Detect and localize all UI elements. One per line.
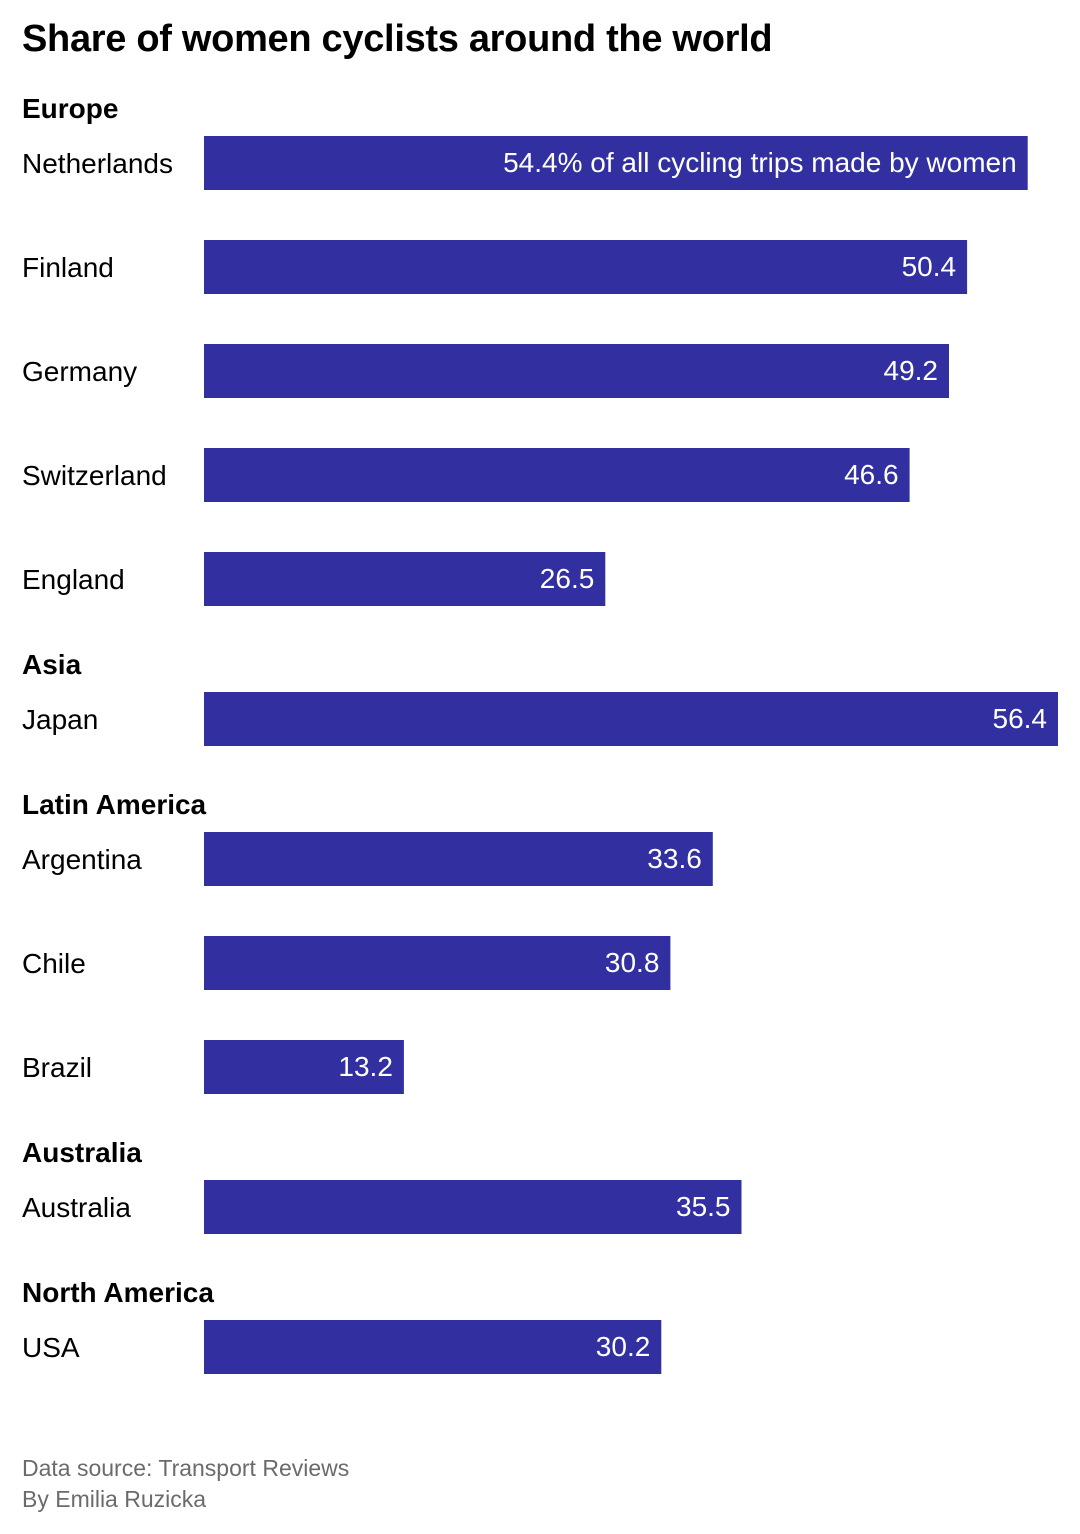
category-label-australia: Australia xyxy=(22,1192,131,1223)
category-label-japan: Japan xyxy=(22,704,98,735)
value-label-switzerland: 46.6 xyxy=(844,459,899,490)
bar-switzerland xyxy=(204,448,910,502)
value-label-brazil: 13.2 xyxy=(338,1051,393,1082)
bar-chile xyxy=(204,936,671,990)
author-credit: By Emilia Ruzicka xyxy=(22,1486,207,1512)
group-header-asia: Asia xyxy=(22,649,82,680)
data-source-note: Data source: Transport Reviews xyxy=(22,1455,350,1481)
category-label-germany: Germany xyxy=(22,356,137,387)
group-header-latin-america: Latin America xyxy=(22,789,207,820)
category-label-netherlands: Netherlands xyxy=(22,148,173,179)
category-label-finland: Finland xyxy=(22,252,114,283)
value-label-japan: 56.4 xyxy=(993,703,1048,734)
value-label-england: 26.5 xyxy=(540,563,595,594)
bar-australia xyxy=(204,1180,742,1234)
category-label-brazil: Brazil xyxy=(22,1052,92,1083)
category-label-switzerland: Switzerland xyxy=(22,460,167,491)
value-label-argentina: 33.6 xyxy=(647,843,702,874)
category-label-chile: Chile xyxy=(22,948,86,979)
bar-japan xyxy=(204,692,1058,746)
bar-usa xyxy=(204,1320,662,1374)
category-label-argentina: Argentina xyxy=(22,844,142,875)
value-label-chile: 30.8 xyxy=(605,947,660,978)
value-label-usa: 30.2 xyxy=(596,1331,651,1362)
category-label-usa: USA xyxy=(22,1332,80,1363)
group-header-australia: Australia xyxy=(22,1137,142,1168)
value-label-germany: 49.2 xyxy=(884,355,939,386)
bar-netherlands xyxy=(204,136,1028,190)
value-label-netherlands: 54.4% of all cycling trips made by women xyxy=(503,147,1017,178)
bar-argentina xyxy=(204,832,713,886)
bar-brazil xyxy=(204,1040,404,1094)
bar-germany xyxy=(204,344,949,398)
chart-title: Share of women cyclists around the world xyxy=(22,18,773,60)
category-label-england: England xyxy=(22,564,125,595)
value-label-finland: 50.4 xyxy=(902,251,957,282)
group-header-europe: Europe xyxy=(22,93,118,124)
bar-finland xyxy=(204,240,968,294)
value-label-australia: 35.5 xyxy=(676,1191,731,1222)
bar-england xyxy=(204,552,606,606)
group-header-north-america: North America xyxy=(22,1277,214,1308)
